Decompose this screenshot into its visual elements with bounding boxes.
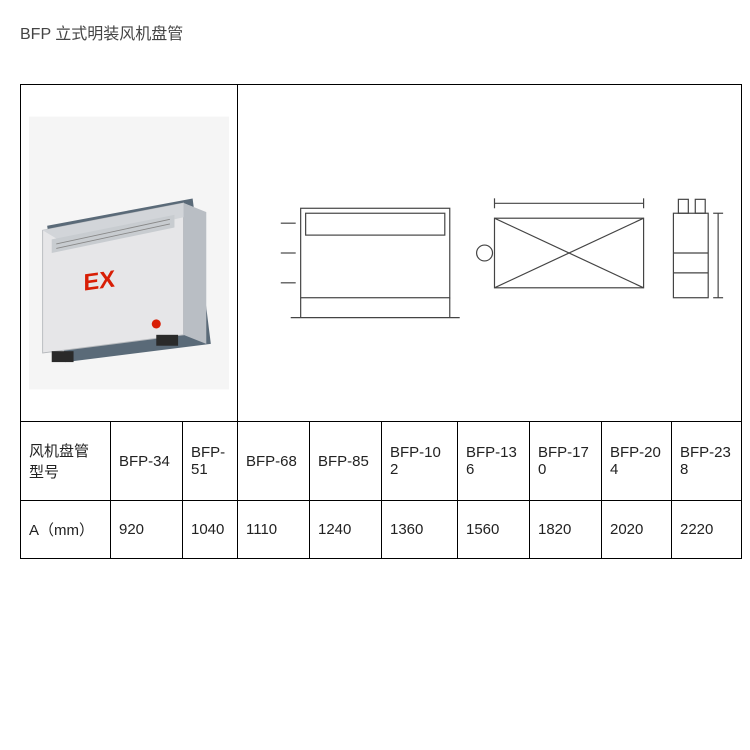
- dim-a-cell: 1040: [183, 501, 238, 559]
- dim-a-cell: 2220: [672, 501, 742, 559]
- model-cell: BFP-34: [111, 422, 183, 501]
- product-photo-cell: EX: [21, 85, 238, 422]
- dim-a-cell: 1110: [238, 501, 310, 559]
- product-photo: EX: [29, 103, 229, 403]
- diagram-cell: [238, 85, 742, 422]
- model-cell: BFP-85: [310, 422, 382, 501]
- dim-a-cell: 1560: [458, 501, 530, 559]
- model-cell: BFP-102: [382, 422, 458, 501]
- spec-table: EX: [20, 84, 742, 559]
- page-title: BFP 立式明装风机盘管: [20, 20, 730, 44]
- dim-a-cell: 1820: [530, 501, 602, 559]
- model-cell: BFP-51: [183, 422, 238, 501]
- dim-a-cell: 1240: [310, 501, 382, 559]
- model-cell: BFP-136: [458, 422, 530, 501]
- dim-a-label: A（mm）: [21, 501, 111, 559]
- dim-a-cell: 1360: [382, 501, 458, 559]
- dim-a-cell: 2020: [602, 501, 672, 559]
- model-cell: BFP-204: [602, 422, 672, 501]
- technical-diagram: [246, 103, 733, 403]
- dimension-a-row: A（mm） 920 1040 1110 1240 1360 1560 1820 …: [21, 501, 742, 559]
- dim-a-cell: 920: [111, 501, 183, 559]
- model-cell: BFP-238: [672, 422, 742, 501]
- ex-badge: EX: [84, 265, 116, 296]
- image-row: EX: [21, 85, 742, 422]
- model-cell: BFP-170: [530, 422, 602, 501]
- model-label: 风机盘管型号: [21, 422, 111, 501]
- model-cell: BFP-68: [238, 422, 310, 501]
- model-row: 风机盘管型号 BFP-34 BFP-51 BFP-68 BFP-85 BFP-1…: [21, 422, 742, 501]
